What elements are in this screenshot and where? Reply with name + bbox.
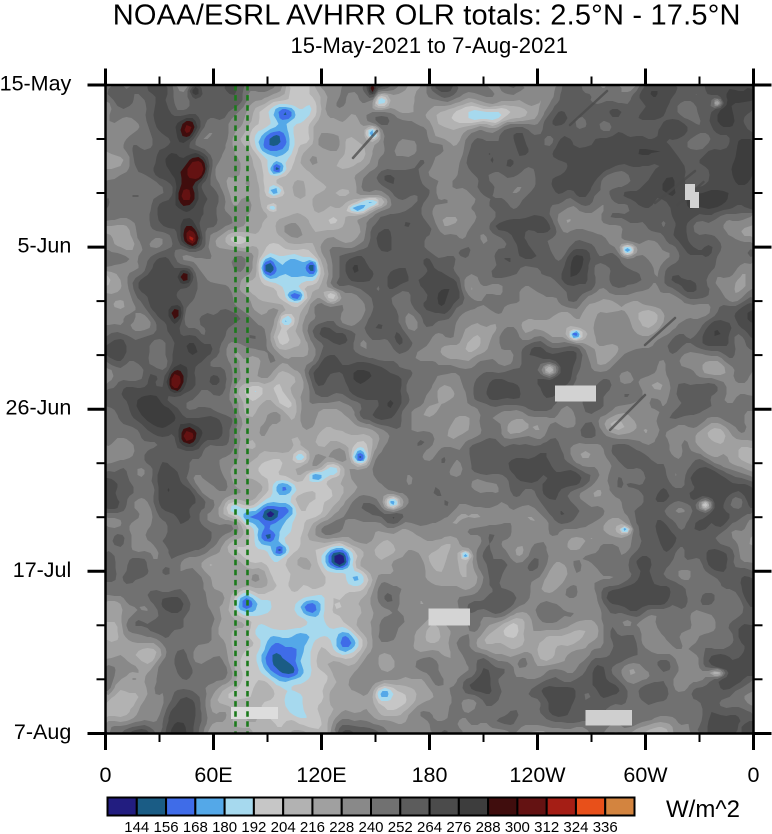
svg-text:26-Jun: 26-Jun	[6, 396, 72, 420]
svg-text:144: 144	[124, 819, 149, 834]
svg-text:NOAA/ESRL AVHRR OLR totals: 2.: NOAA/ESRL AVHRR OLR totals: 2.5°N - 17.5…	[113, 0, 741, 32]
svg-text:120W: 120W	[509, 763, 566, 787]
svg-text:0: 0	[100, 763, 112, 787]
svg-text:180: 180	[412, 763, 448, 787]
svg-text:180: 180	[212, 819, 237, 834]
svg-text:264: 264	[417, 819, 442, 834]
svg-text:228: 228	[329, 819, 354, 834]
svg-text:0: 0	[748, 763, 760, 787]
svg-text:60W: 60W	[623, 763, 668, 787]
svg-text:300: 300	[505, 819, 530, 834]
svg-text:276: 276	[446, 819, 471, 834]
svg-text:288: 288	[476, 819, 501, 834]
svg-text:156: 156	[154, 819, 179, 834]
svg-text:120E: 120E	[296, 763, 346, 787]
svg-text:252: 252	[388, 819, 413, 834]
svg-text:240: 240	[358, 819, 383, 834]
svg-text:15-May: 15-May	[0, 72, 72, 96]
svg-text:324: 324	[563, 819, 588, 834]
svg-text:W/m^2: W/m^2	[666, 796, 740, 823]
svg-text:192: 192	[241, 819, 266, 834]
svg-text:60E: 60E	[194, 763, 232, 787]
svg-text:312: 312	[534, 819, 559, 834]
svg-text:17-Jul: 17-Jul	[13, 558, 72, 582]
svg-text:168: 168	[183, 819, 208, 834]
svg-text:5-Jun: 5-Jun	[18, 234, 72, 258]
svg-text:15-May-2021 to 7-Aug-2021: 15-May-2021 to 7-Aug-2021	[290, 33, 568, 58]
svg-text:336: 336	[593, 819, 618, 834]
svg-text:7-Aug: 7-Aug	[14, 720, 71, 744]
svg-text:204: 204	[271, 819, 296, 834]
svg-text:216: 216	[300, 819, 325, 834]
